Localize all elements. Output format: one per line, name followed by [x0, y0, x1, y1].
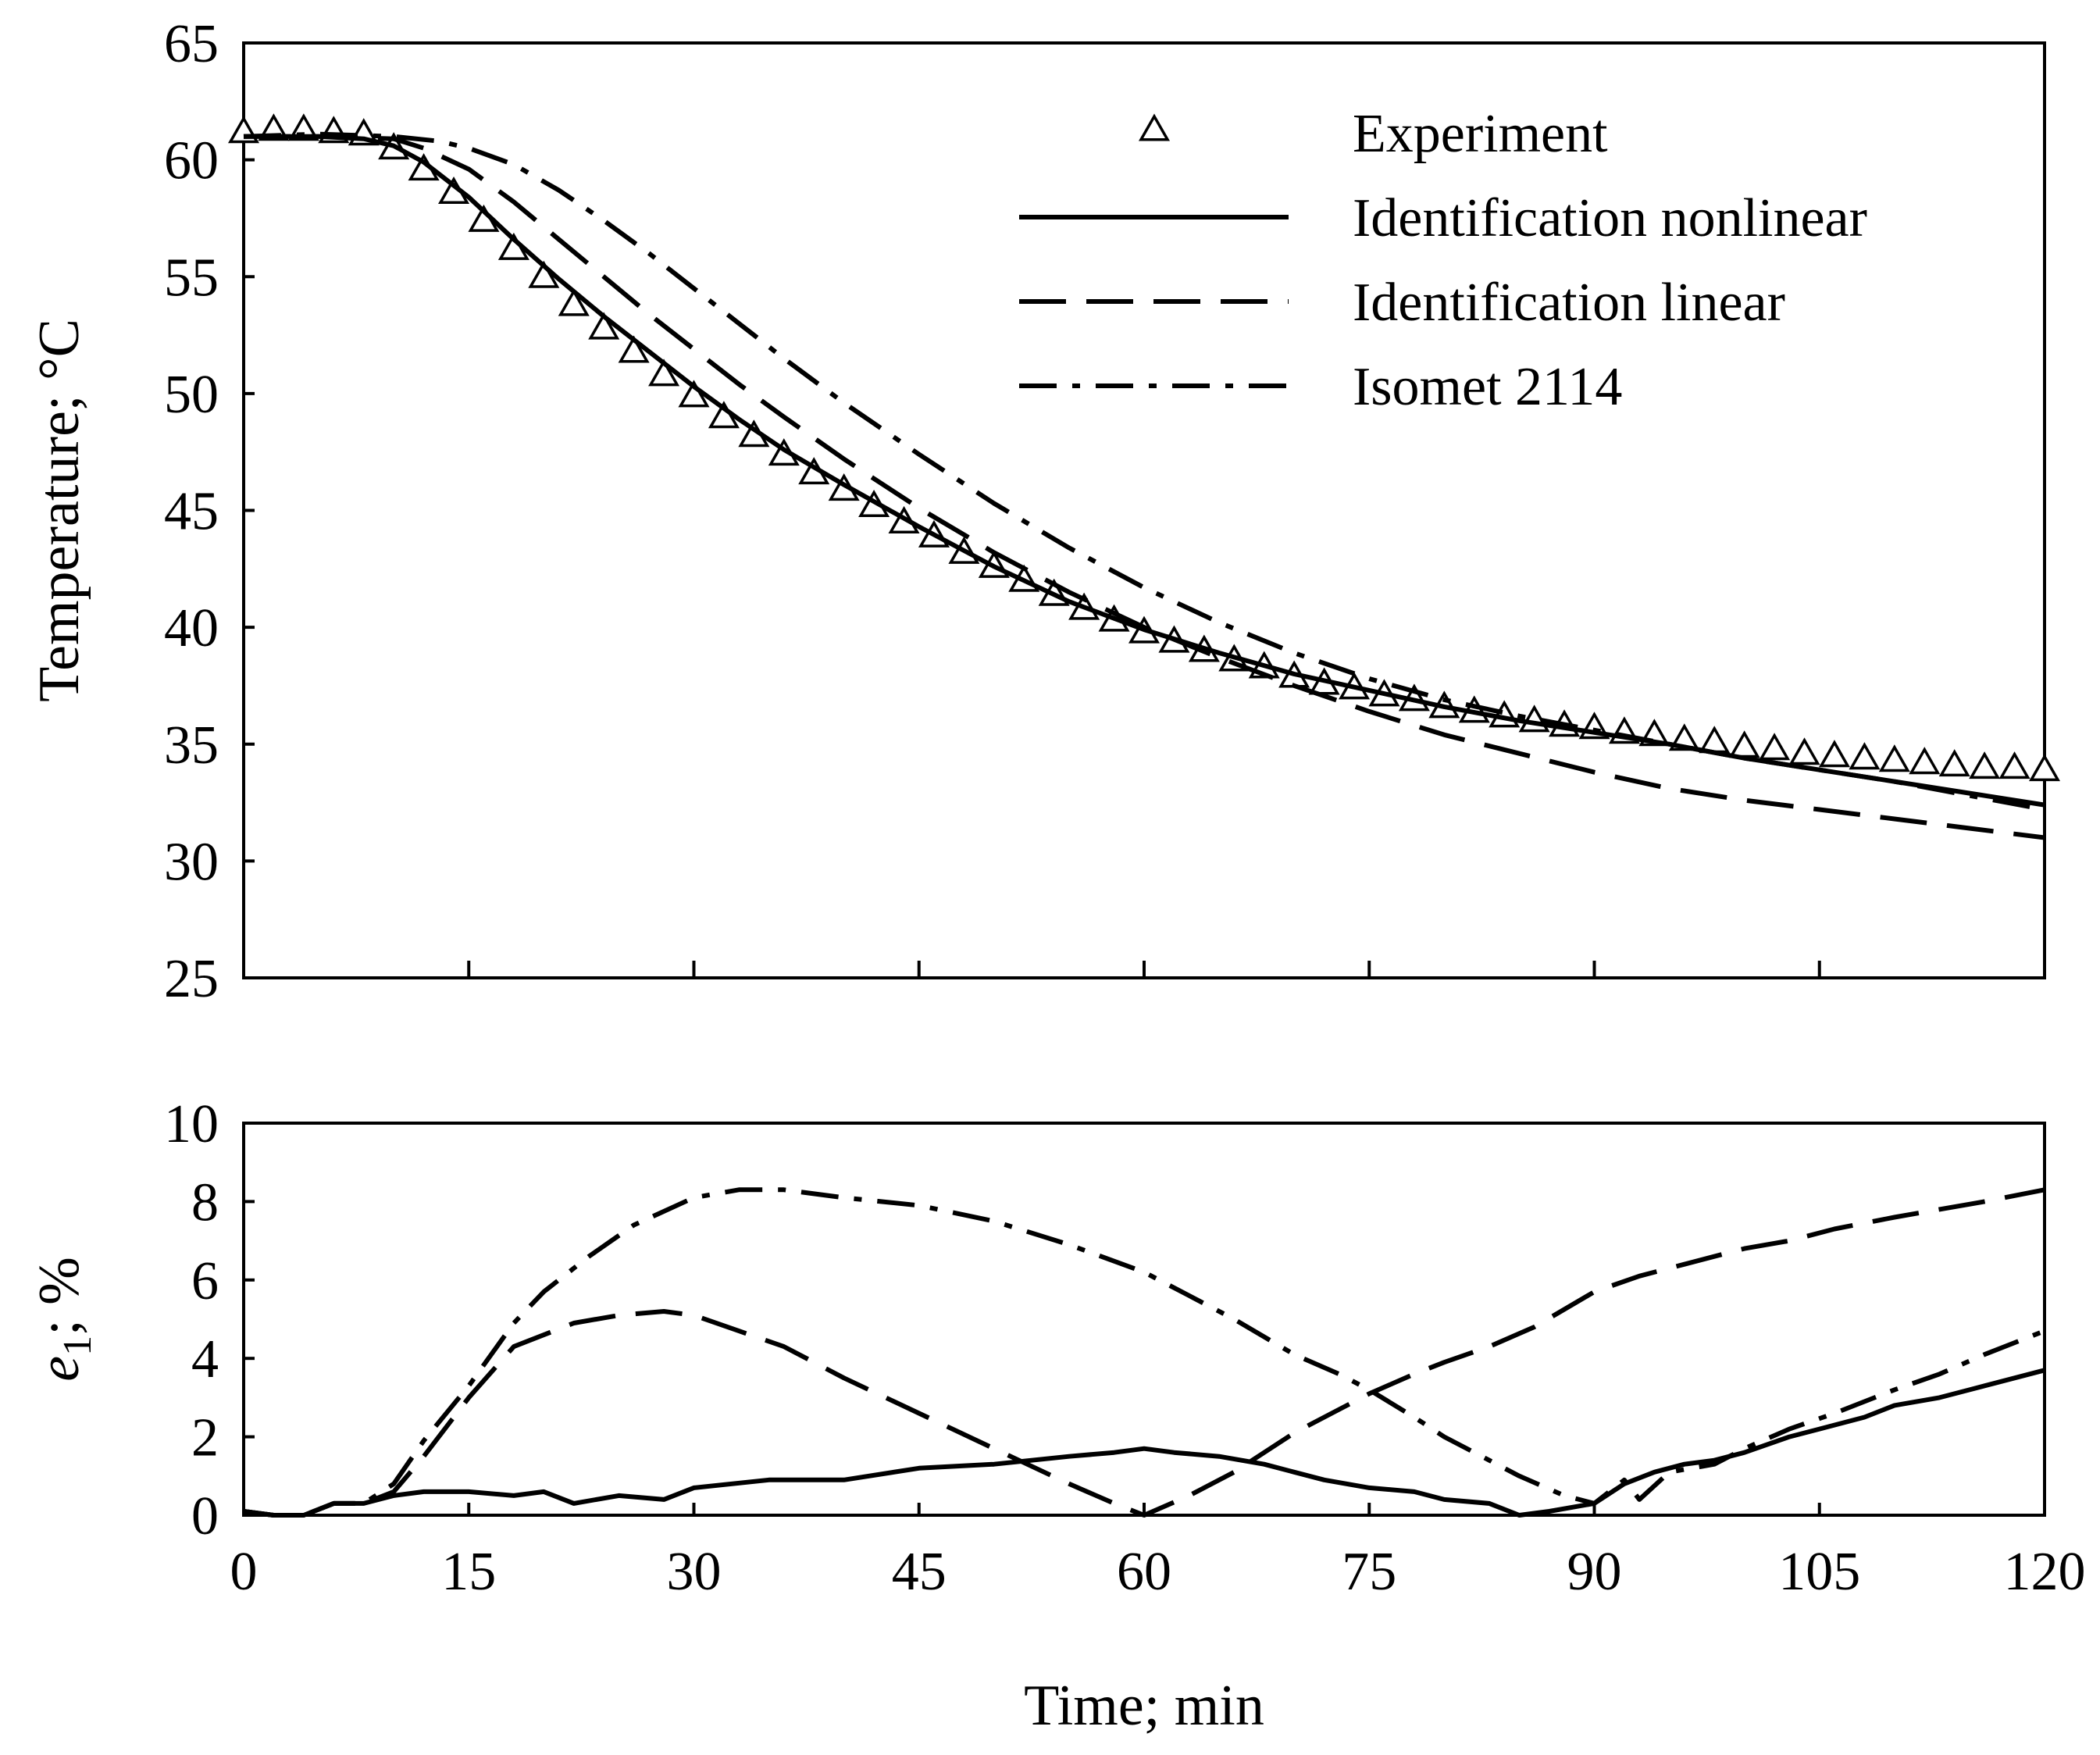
x-tick-label-75: 75	[1342, 1542, 1396, 1602]
error-y-tick-label-0: 0	[191, 1486, 219, 1546]
legend-marker-experiment	[1138, 113, 1171, 141]
temperature-y-ticks: 25 30 35 40 45 50 55 60 65	[164, 14, 255, 1009]
y-tick-label-65: 65	[164, 14, 219, 74]
error-series	[243, 1187, 2046, 1518]
error-y-axis-label: e1; %	[27, 1257, 100, 1382]
error-y-axis-symbol: e	[27, 1356, 91, 1382]
error-line-identification-linear	[243, 1187, 2045, 1518]
error-line-isomet-2114	[243, 1187, 2046, 1518]
y-tick-label-40: 40	[164, 598, 219, 658]
legend-label-experiment: Experiment	[1353, 104, 1608, 164]
point-experiment-102	[1759, 733, 1791, 761]
x-tick-label-30: 30	[667, 1542, 722, 1602]
x-tick-label-90: 90	[1567, 1542, 1622, 1602]
point-experiment-118	[1998, 751, 2030, 779]
point-experiment-110	[1878, 744, 1910, 772]
error-y-axis-suffix: ; %	[27, 1257, 91, 1336]
error-y-tick-label-4: 4	[191, 1329, 219, 1389]
point-experiment-100	[1728, 730, 1760, 758]
line-identification-linear	[244, 134, 2045, 840]
error-y-tick-label-8: 8	[191, 1172, 219, 1232]
legend-label-identification-linear: Identification linear	[1353, 273, 1785, 333]
temperature-x-ticks	[242, 961, 2046, 978]
x-tick-label-120: 120	[2004, 1542, 2086, 1602]
legend-label-identification-nonlinear: Identification nonlinear	[1353, 188, 1867, 248]
y-tick-label-45: 45	[164, 482, 219, 542]
temperature-plot-frame	[242, 41, 2046, 979]
point-experiment-26	[618, 335, 650, 363]
point-experiment-104	[1788, 737, 1820, 765]
point-experiment-108	[1849, 742, 1881, 770]
temperature-series	[227, 113, 2061, 840]
point-experiment-28	[648, 358, 680, 387]
error-y-ticks: 0 2 4 6 8 10	[164, 1094, 255, 1546]
x-tick-label-15: 15	[441, 1542, 496, 1602]
legend-triangle-experiment	[1138, 113, 1171, 141]
point-experiment-22	[558, 288, 590, 316]
y-tick-label-25: 25	[164, 949, 219, 1009]
temperature-panel: 25 30 35 40 45 50 55 60 65 Temperature; °C Exper…	[27, 14, 2061, 1009]
point-experiment-98	[1699, 726, 1731, 754]
point-experiment-120	[2028, 754, 2061, 782]
x-tick-label-45: 45	[892, 1542, 947, 1602]
error-y-tick-label-10: 10	[164, 1094, 219, 1154]
y-tick-label-60: 60	[164, 131, 219, 191]
y-tick-label-55: 55	[164, 248, 219, 308]
y-tick-label-30: 30	[164, 832, 219, 892]
error-y-tick-label-2: 2	[191, 1408, 219, 1468]
point-experiment-24	[588, 312, 620, 340]
legend: Experiment Identification nonlinear Identi…	[1019, 104, 1867, 417]
point-experiment-114	[1938, 749, 1970, 777]
legend-label-isomet-2114: Isomet 2114	[1353, 357, 1622, 417]
error-line-identification-nonlinear	[243, 1368, 2045, 1518]
point-experiment-20	[528, 260, 560, 288]
y-tick-label-35: 35	[164, 715, 219, 776]
point-experiment-112	[1909, 747, 1941, 775]
x-axis-label: Time; min	[1024, 1674, 1264, 1738]
error-x-ticks: 0 15 30 45 60 75 90 105 120	[230, 1503, 2086, 1602]
point-experiment-116	[1969, 751, 2001, 779]
temperature-y-axis-label: Temperature; °C	[27, 319, 91, 702]
x-tick-label-60: 60	[1117, 1542, 1171, 1602]
x-tick-label-0: 0	[230, 1542, 258, 1602]
point-experiment-106	[1818, 740, 1850, 768]
line-identification-nonlinear	[244, 134, 2045, 808]
error-plot-frame	[242, 1122, 2046, 1517]
error-panel: 0 2 4 6 8 10 0 15 30 45 60 75 90 105 120 e1; % Time; …	[27, 1094, 2086, 1738]
line-isomet-2114	[243, 131, 2045, 812]
error-y-axis-subscript: 1	[55, 1336, 100, 1356]
y-tick-label-50: 50	[164, 365, 219, 425]
error-y-tick-label-6: 6	[191, 1251, 219, 1311]
x-tick-label-105: 105	[1778, 1542, 1860, 1602]
